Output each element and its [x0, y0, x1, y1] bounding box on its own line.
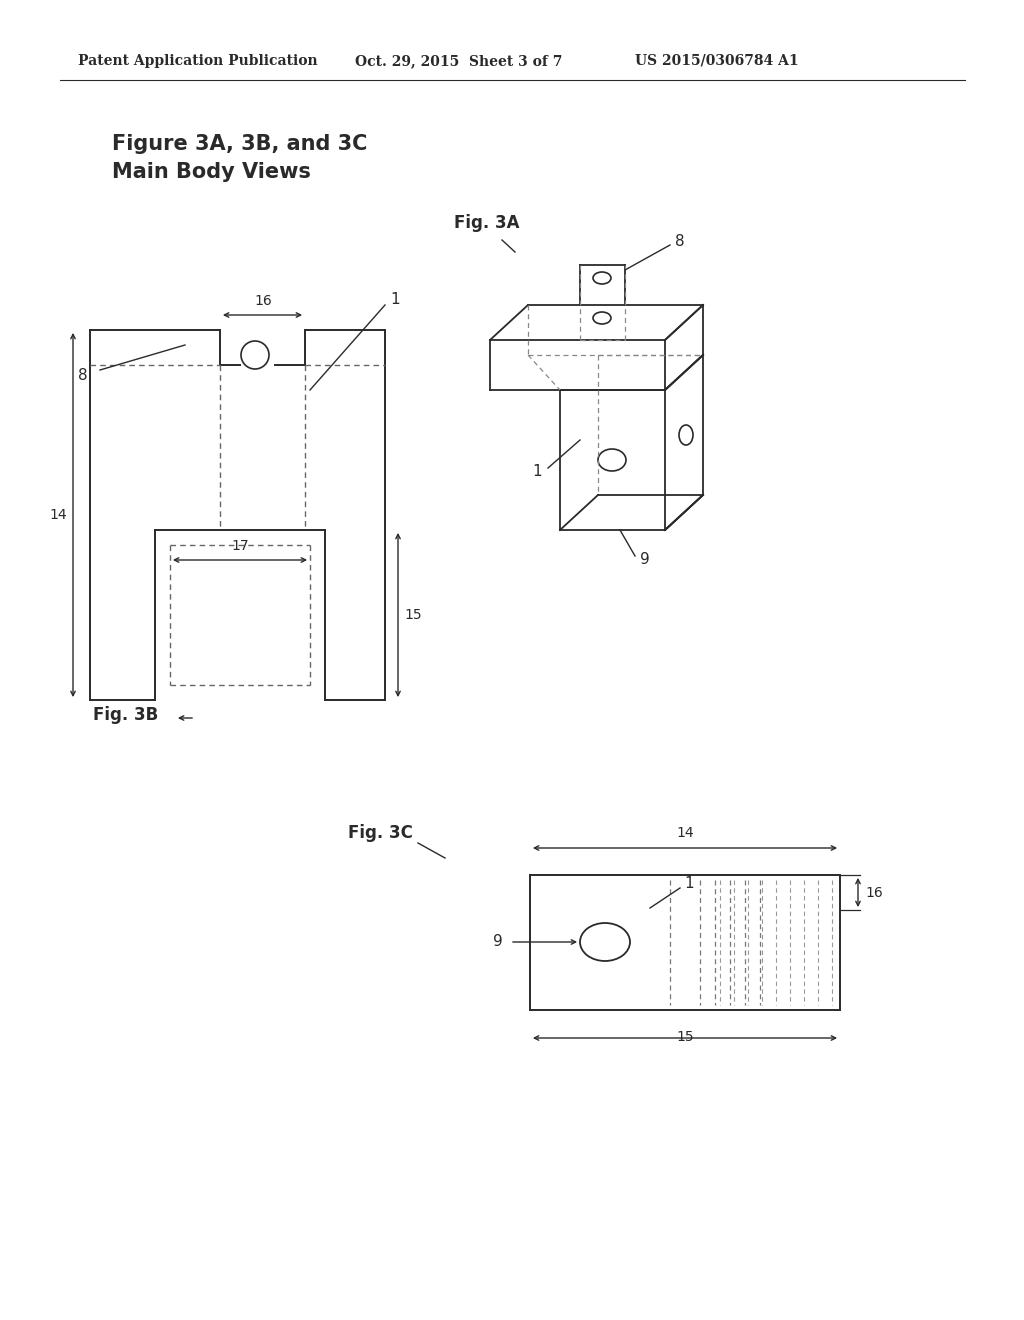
Text: US 2015/0306784 A1: US 2015/0306784 A1: [635, 54, 799, 69]
Text: 8: 8: [675, 235, 685, 249]
Text: Main Body Views: Main Body Views: [112, 162, 311, 182]
Text: Patent Application Publication: Patent Application Publication: [78, 54, 317, 69]
Text: Fig. 3B: Fig. 3B: [93, 706, 159, 723]
Text: Fig. 3A: Fig. 3A: [454, 214, 519, 232]
Text: Fig. 3C: Fig. 3C: [348, 824, 413, 842]
Text: 15: 15: [676, 1030, 694, 1044]
Text: 16: 16: [254, 294, 272, 308]
Text: Oct. 29, 2015  Sheet 3 of 7: Oct. 29, 2015 Sheet 3 of 7: [355, 54, 562, 69]
Text: 15: 15: [404, 609, 422, 622]
Text: Figure 3A, 3B, and 3C: Figure 3A, 3B, and 3C: [112, 135, 368, 154]
Text: 16: 16: [865, 886, 883, 900]
Text: 9: 9: [640, 552, 650, 566]
Text: 9: 9: [494, 935, 503, 949]
Text: 1: 1: [390, 293, 399, 308]
Text: 14: 14: [676, 826, 694, 840]
Text: 8: 8: [79, 367, 88, 383]
Text: 1: 1: [532, 465, 542, 479]
Text: 17: 17: [231, 539, 249, 553]
Text: 1: 1: [684, 876, 693, 891]
Text: 14: 14: [49, 508, 67, 521]
